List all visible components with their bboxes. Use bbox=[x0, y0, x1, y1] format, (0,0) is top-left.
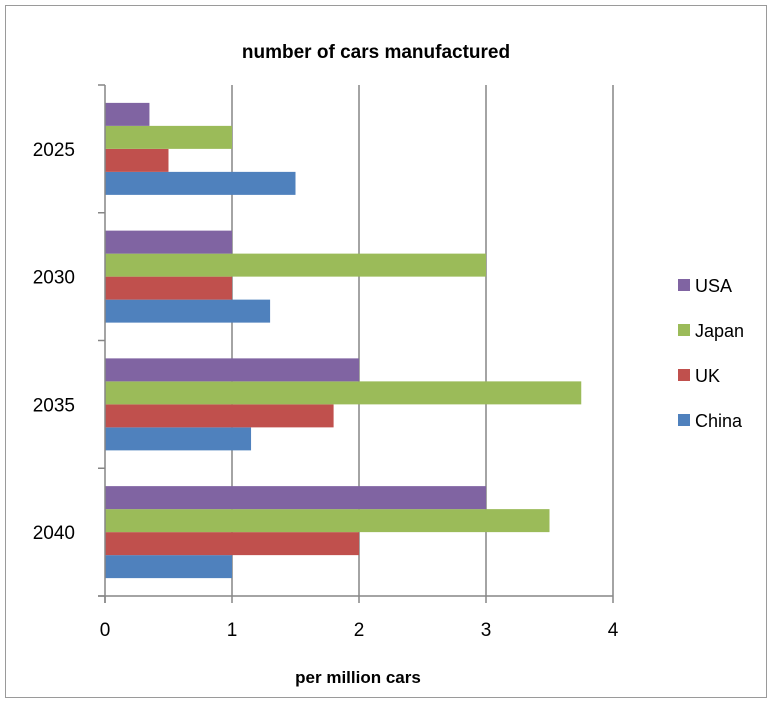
bar-usa-2035 bbox=[105, 358, 359, 382]
legend-swatch-usa bbox=[678, 279, 690, 291]
legend: USA Japan UK China bbox=[678, 276, 744, 431]
legend-swatch-japan bbox=[678, 324, 690, 336]
x-tick-labels: 0 1 2 3 4 bbox=[100, 620, 619, 641]
bar-uk-2035 bbox=[105, 404, 334, 428]
y-tick-2035: 2035 bbox=[33, 395, 75, 416]
chart-title: number of cars manufactured bbox=[242, 42, 510, 63]
bar-japan-2035 bbox=[105, 381, 582, 405]
bar-usa-2030 bbox=[105, 230, 232, 254]
legend-label-japan: Japan bbox=[695, 321, 744, 341]
axes bbox=[98, 84, 614, 603]
bar-china-2025 bbox=[105, 171, 296, 195]
x-tick-3: 3 bbox=[481, 620, 492, 641]
legend-label-usa: USA bbox=[695, 276, 732, 296]
bar-china-2030 bbox=[105, 299, 271, 323]
bar-japan-2040 bbox=[105, 509, 550, 533]
y-tick-labels: 2025 2030 2035 2040 bbox=[33, 140, 75, 544]
bar-china-2035 bbox=[105, 427, 252, 451]
bar-china-2040 bbox=[105, 555, 232, 579]
bar-japan-2025 bbox=[105, 125, 232, 149]
legend-swatch-uk bbox=[678, 369, 690, 381]
x-tick-0: 0 bbox=[100, 620, 111, 641]
bar-usa-2025 bbox=[105, 102, 150, 126]
x-axis-title: per million cars bbox=[295, 668, 421, 687]
bar-uk-2030 bbox=[105, 276, 232, 300]
x-tick-4: 4 bbox=[608, 620, 619, 641]
bars bbox=[105, 102, 582, 579]
legend-swatch-china bbox=[678, 414, 690, 426]
x-tick-1: 1 bbox=[227, 620, 238, 641]
bar-usa-2040 bbox=[105, 486, 486, 510]
x-tick-2: 2 bbox=[354, 620, 365, 641]
y-tick-2025: 2025 bbox=[33, 140, 75, 161]
bar-uk-2040 bbox=[105, 532, 359, 556]
bar-japan-2030 bbox=[105, 253, 486, 277]
bar-uk-2025 bbox=[105, 148, 169, 172]
y-tick-2030: 2030 bbox=[33, 268, 75, 289]
y-tick-2040: 2040 bbox=[33, 523, 75, 544]
legend-label-china: China bbox=[695, 411, 743, 431]
legend-label-uk: UK bbox=[695, 366, 720, 386]
